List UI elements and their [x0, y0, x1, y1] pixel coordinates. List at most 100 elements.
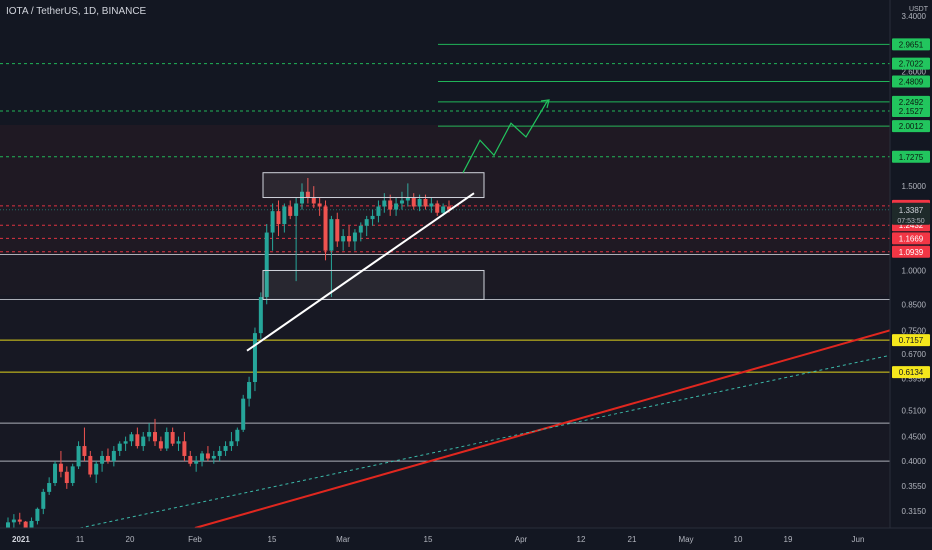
green-level-label: 2.4809: [899, 77, 924, 86]
price-tick-label: 1.0000: [902, 266, 927, 275]
red-trend-line: [194, 329, 891, 529]
candle-body: [64, 471, 69, 484]
time-tick-label: 15: [424, 535, 433, 544]
time-tick-label: Feb: [188, 535, 202, 544]
candle-body: [323, 206, 328, 251]
consolidation-box: [262, 269, 485, 300]
candle-body: [305, 191, 310, 198]
red-level-label-bg: [892, 232, 930, 245]
candlestick-series: [6, 177, 451, 532]
candle-body: [335, 219, 340, 242]
candle-body: [235, 429, 240, 442]
candle-body: [211, 455, 216, 459]
candle-body: [147, 432, 152, 437]
time-tick-label: 2021: [12, 535, 30, 544]
candle-body: [329, 219, 334, 251]
candle-body: [341, 236, 346, 242]
price-tick-label: 0.3150: [902, 507, 927, 516]
candle-body: [252, 333, 257, 383]
lower-zone: [0, 295, 890, 550]
candle-body: [47, 483, 52, 492]
price-tick-label: 0.5950: [902, 374, 927, 383]
candle-body: [123, 441, 128, 444]
candle-body: [41, 491, 46, 509]
candle-body: [182, 441, 187, 456]
candle-body: [17, 519, 22, 522]
price-tick-label: 1.5000: [902, 182, 927, 191]
candle-body: [35, 508, 40, 521]
price-tick-label: 0.4000: [902, 457, 927, 466]
candle-body: [164, 432, 169, 449]
candle-body: [105, 455, 110, 462]
time-tick-label: 10: [734, 535, 743, 544]
candle-body: [88, 455, 93, 475]
projected-path: [462, 99, 549, 173]
red-level-label-bg: [892, 245, 930, 258]
candle-body: [241, 398, 246, 430]
time-tick-label: Jun: [852, 535, 865, 544]
candle-body: [288, 206, 293, 216]
candle-body: [352, 232, 357, 242]
candle-body: [282, 206, 287, 225]
last-price-label-bg: [892, 202, 930, 225]
price-tick-label: 3.4000: [902, 12, 927, 21]
trend-lines: [79, 329, 891, 529]
candle-body: [141, 436, 146, 447]
candle-body: [270, 211, 275, 233]
bar-countdown: 07:53:50: [897, 218, 924, 225]
candle-body: [264, 232, 269, 298]
chart-title: IOTA / TetherUS, 1D, BINANCE: [6, 6, 147, 17]
green-level-label-bg: [892, 57, 930, 70]
yellow-level-label: 0.6134: [899, 368, 924, 377]
candle-body: [394, 203, 399, 210]
candle-body: [94, 463, 99, 475]
time-tick-label: Mar: [336, 535, 350, 544]
candle-body: [58, 463, 63, 472]
green-level-label: 2.7022: [899, 60, 924, 69]
consolidation-box: [262, 172, 485, 199]
yellow-level-label-bg: [892, 334, 930, 347]
time-axis[interactable]: [0, 528, 890, 550]
green-level-label: 2.1527: [899, 107, 924, 116]
price-axis[interactable]: [890, 0, 932, 528]
candle-body: [435, 203, 440, 213]
price-tick-label: 0.7500: [902, 326, 927, 335]
candle-body: [194, 461, 199, 464]
candle-body: [200, 453, 205, 462]
price-tick-label: 2.6000: [902, 68, 927, 77]
candle-body: [23, 521, 28, 528]
candle-body: [76, 446, 81, 467]
time-axis-ticks: 2021 11 20 Feb 15 Mar 15 Apr 12 21 May 10 19 Jun: [12, 535, 864, 544]
candle-body: [411, 197, 416, 207]
green-level-label-bg: [892, 150, 930, 163]
red-level-label: 1.1669: [899, 234, 924, 243]
candle-body: [317, 203, 322, 207]
green-level-label-bg: [892, 75, 930, 88]
time-tick-label: 20: [126, 535, 135, 544]
candle-body: [11, 519, 16, 523]
candle-body: [258, 297, 263, 334]
candle-body: [229, 441, 234, 447]
time-tick-label: 11: [76, 535, 85, 544]
candle-body: [129, 434, 134, 442]
candle-body: [176, 441, 181, 444]
time-tick-label: May: [678, 535, 693, 544]
green-level-label: 2.2492: [899, 98, 924, 107]
red-level-label: 1.0939: [899, 248, 924, 257]
candle-body: [311, 197, 316, 204]
candle-body: [447, 206, 451, 210]
ascending-trendline: [246, 192, 475, 352]
yellow-level-label: 0.7157: [899, 336, 924, 345]
candle-body: [247, 382, 252, 399]
candle-body: [441, 206, 446, 213]
support-zone: [0, 255, 890, 295]
candle-body: [382, 200, 387, 207]
price-tick-label: 0.4500: [902, 433, 927, 442]
green-level-label: 2.9651: [899, 40, 924, 49]
currency-label: USDT: [908, 6, 928, 13]
candle-body: [100, 455, 105, 464]
candle-body: [405, 197, 410, 201]
price-tick-label: 0.3550: [902, 482, 927, 491]
candle-body: [423, 199, 428, 207]
